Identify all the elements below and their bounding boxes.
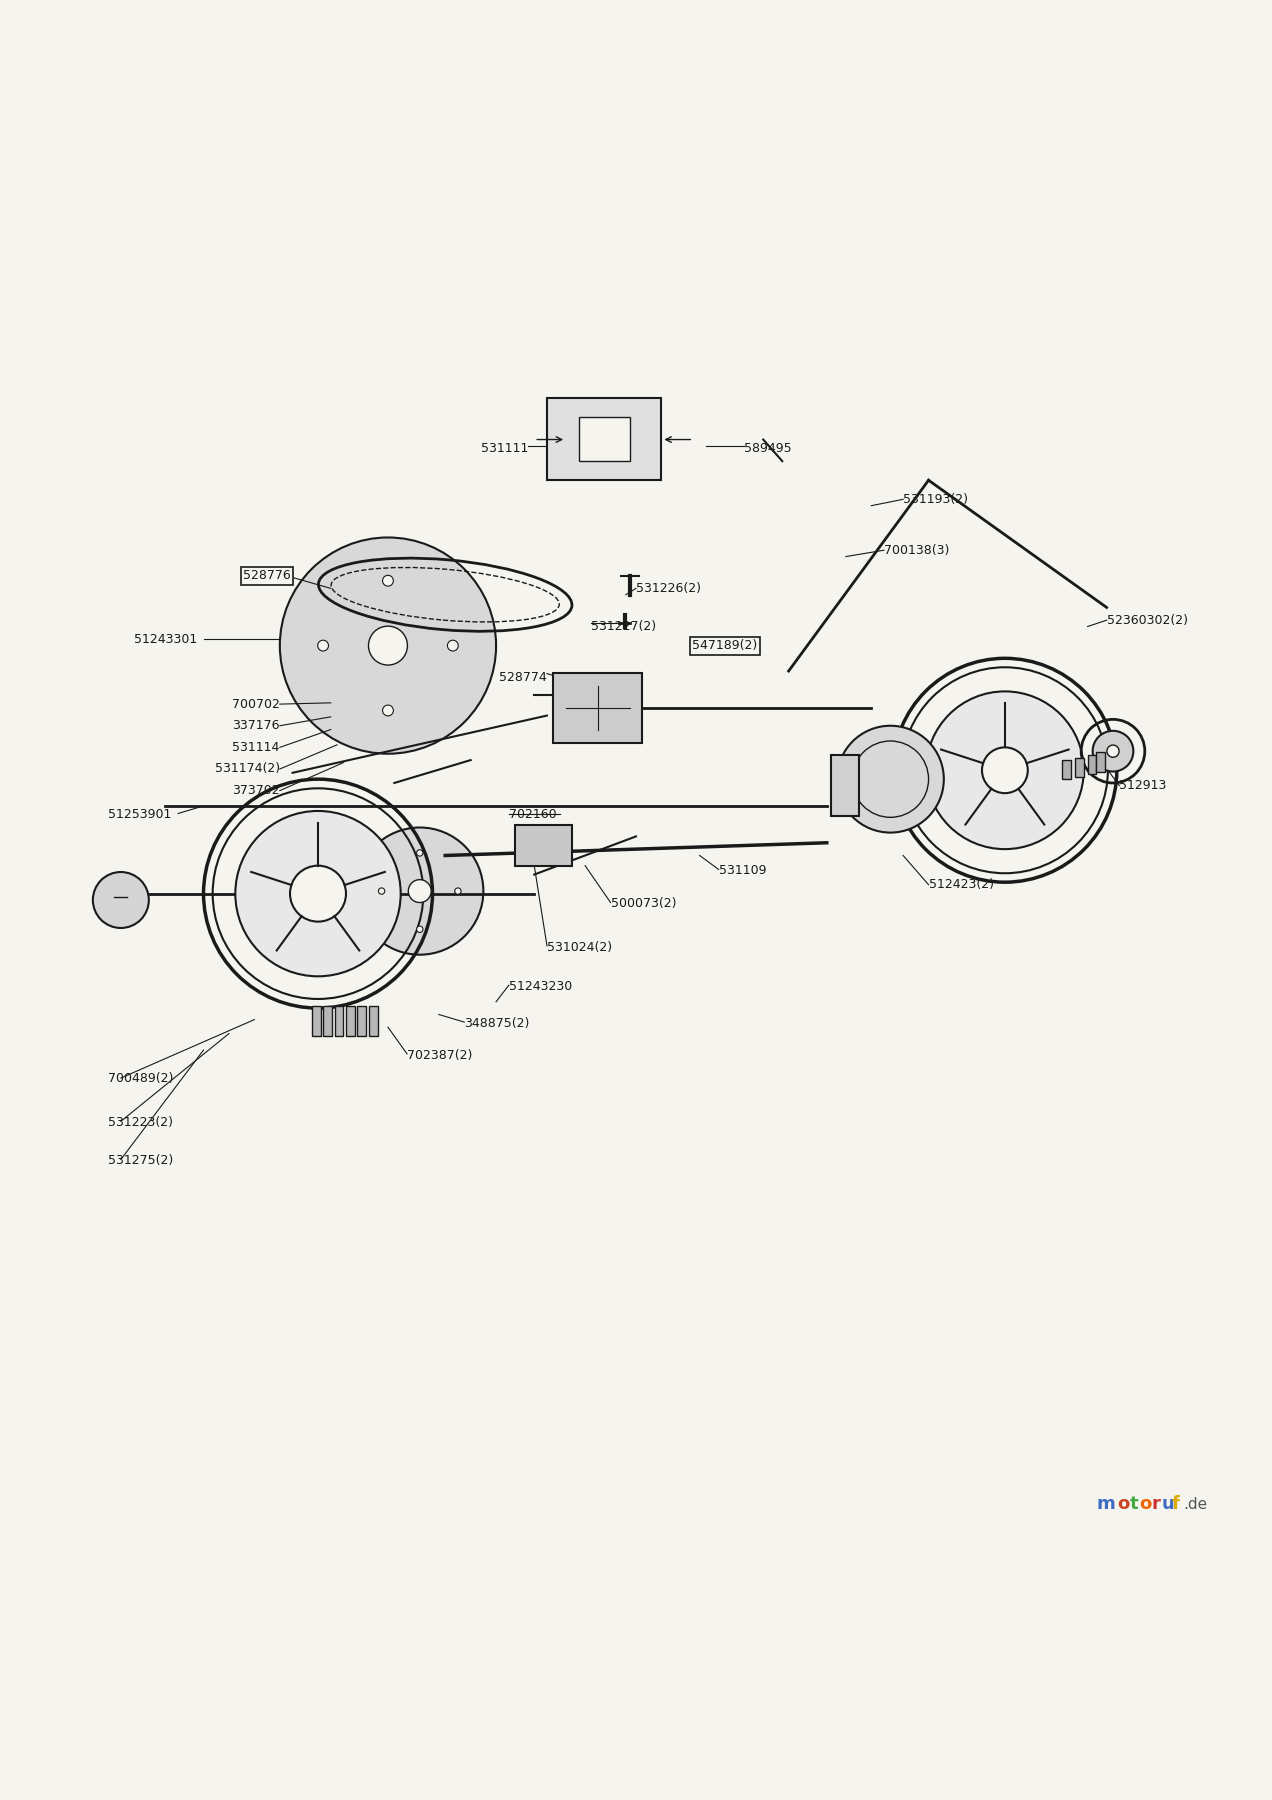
Circle shape <box>982 747 1028 794</box>
Circle shape <box>356 828 483 954</box>
Bar <box>312 1006 321 1037</box>
Circle shape <box>318 641 328 652</box>
Circle shape <box>1107 745 1119 758</box>
Text: 700489(2): 700489(2) <box>108 1071 173 1085</box>
Text: 700702: 700702 <box>232 698 280 711</box>
Text: 528776: 528776 <box>243 569 291 581</box>
Circle shape <box>1093 731 1133 772</box>
Circle shape <box>383 706 393 716</box>
Text: .de: .de <box>1183 1498 1207 1512</box>
Bar <box>335 1006 343 1037</box>
Bar <box>515 824 572 866</box>
Text: 51243301: 51243301 <box>134 634 197 646</box>
Circle shape <box>383 576 393 587</box>
Text: 531109: 531109 <box>719 864 766 877</box>
Circle shape <box>408 880 431 902</box>
Text: 51243230: 51243230 <box>509 979 572 994</box>
Bar <box>831 754 859 815</box>
Text: m: m <box>1096 1496 1116 1514</box>
Bar <box>579 416 630 461</box>
Text: 500073(2): 500073(2) <box>611 898 675 911</box>
Text: 531223(2): 531223(2) <box>108 1116 173 1129</box>
Text: 52360302(2): 52360302(2) <box>1107 614 1188 626</box>
Bar <box>1075 758 1084 776</box>
Text: 512913: 512913 <box>1119 779 1166 792</box>
Text: 702160: 702160 <box>509 808 556 821</box>
Text: 531024(2): 531024(2) <box>547 941 612 954</box>
Circle shape <box>926 691 1084 850</box>
Text: o: o <box>1117 1496 1130 1514</box>
Bar <box>1062 760 1071 779</box>
Bar <box>553 673 642 743</box>
Circle shape <box>290 866 346 922</box>
Text: u: u <box>1161 1496 1174 1514</box>
Circle shape <box>280 538 496 754</box>
Text: 700138(3): 700138(3) <box>884 544 949 556</box>
Text: 531193(2): 531193(2) <box>903 493 968 506</box>
Text: r: r <box>1151 1496 1160 1514</box>
Text: 547189(2): 547189(2) <box>692 639 758 652</box>
Bar <box>1096 752 1105 772</box>
Text: 512423(2): 512423(2) <box>929 878 993 891</box>
Text: 531227(2): 531227(2) <box>591 619 656 634</box>
Circle shape <box>417 850 424 857</box>
Text: 531114: 531114 <box>233 742 280 754</box>
Circle shape <box>379 887 385 895</box>
Circle shape <box>837 725 944 833</box>
Text: o: o <box>1140 1496 1152 1514</box>
Text: f: f <box>1172 1496 1179 1514</box>
Text: 531111: 531111 <box>481 443 528 455</box>
Text: 531174(2): 531174(2) <box>215 763 280 776</box>
Bar <box>369 1006 378 1037</box>
Bar <box>323 1006 332 1037</box>
Text: 373702: 373702 <box>233 785 280 797</box>
Bar <box>1088 754 1096 774</box>
Circle shape <box>93 871 149 929</box>
Text: 531275(2): 531275(2) <box>108 1154 173 1166</box>
Circle shape <box>235 812 401 976</box>
Text: 589495: 589495 <box>744 443 791 455</box>
Text: 702387(2): 702387(2) <box>407 1049 472 1062</box>
Circle shape <box>417 925 424 932</box>
Text: t: t <box>1130 1496 1138 1514</box>
Bar <box>346 1006 355 1037</box>
Circle shape <box>369 626 407 664</box>
Text: 337176: 337176 <box>233 720 280 733</box>
Bar <box>547 398 661 481</box>
Circle shape <box>455 887 460 895</box>
Text: 528774: 528774 <box>499 671 547 684</box>
Circle shape <box>448 641 458 652</box>
Text: 531226(2): 531226(2) <box>636 581 701 594</box>
Text: 348875(2): 348875(2) <box>464 1017 529 1030</box>
Bar <box>357 1006 366 1037</box>
Text: 51253901: 51253901 <box>108 808 172 821</box>
